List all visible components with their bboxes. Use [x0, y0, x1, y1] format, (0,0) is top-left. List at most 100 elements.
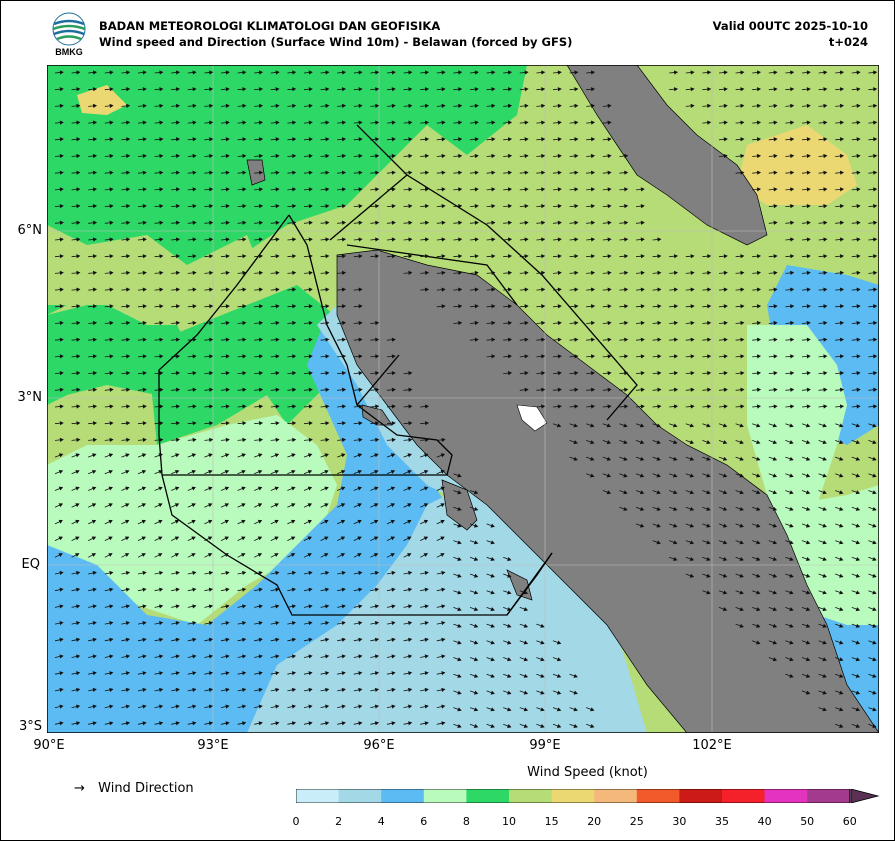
wind-arrow-head — [756, 423, 761, 428]
wind-arrow-head — [242, 604, 247, 609]
wind-arrow-head — [209, 220, 214, 225]
wind-arrow-head — [292, 254, 297, 259]
wind-arrow-head — [474, 220, 479, 225]
wind-arrow-head — [142, 421, 147, 426]
wind-arrow-head — [59, 404, 64, 409]
wind-arrow-head — [507, 304, 513, 309]
wind-arrow-head — [723, 387, 728, 392]
wind-arrow-head — [673, 506, 678, 511]
wind-arrow-head — [292, 70, 297, 75]
wind-arrow-head — [92, 254, 98, 259]
wind-arrow-head — [175, 153, 181, 159]
colorbar-title: Wind Speed (knot) — [527, 765, 648, 780]
wind-arrow-head — [258, 70, 264, 75]
wind-arrow-head — [408, 70, 413, 75]
wind-arrow-head — [257, 486, 263, 491]
wind-arrow-head — [723, 137, 728, 142]
wind-arrow-head — [458, 137, 463, 142]
wind-arrow-head — [291, 570, 297, 576]
wind-arrow-head — [607, 270, 612, 276]
wind-arrow-head — [507, 623, 512, 628]
wind-arrow-head — [590, 203, 596, 209]
wind-arrow-head — [458, 237, 463, 242]
wind-arrow-head — [76, 671, 81, 676]
wind-arrow-head — [872, 707, 877, 712]
wind-arrow-head — [358, 637, 363, 642]
wind-arrow-head — [823, 203, 828, 209]
wind-arrow-head — [690, 87, 695, 92]
wind-arrow-head — [92, 287, 98, 292]
wind-arrow-head — [175, 337, 181, 342]
wind-arrow-head — [308, 621, 313, 626]
wind-arrow-head — [308, 637, 313, 642]
wind-arrow-head — [325, 70, 330, 75]
wind-arrow-head — [241, 519, 246, 524]
lat-label-3s: 3°S — [18, 719, 42, 734]
wind-arrow-head — [225, 354, 230, 359]
malay-peninsula — [566, 65, 768, 246]
wind-arrow-head — [76, 637, 81, 642]
wind-arrow-head — [457, 673, 462, 678]
wind-arrow-head — [374, 687, 380, 692]
wind-arrow-head — [458, 287, 463, 292]
wind-arrow-head — [839, 304, 845, 309]
wind-arrow-head — [657, 370, 662, 376]
wind-arrow-head — [473, 623, 479, 628]
wind-arrow-head — [706, 506, 711, 511]
wind-arrow-head — [125, 721, 131, 726]
wind-arrow-head — [823, 270, 828, 276]
wind-arrow-head — [541, 87, 546, 92]
wind-arrow-head — [408, 637, 413, 642]
wind-arrow-head — [126, 103, 131, 109]
wind-arrow-head — [790, 254, 795, 259]
wind-arrow-head — [325, 220, 330, 225]
wind-arrow-head — [325, 721, 330, 726]
wind-arrow-head — [192, 570, 197, 576]
wind-arrow-head — [574, 103, 579, 109]
wind-arrow-head — [124, 536, 130, 541]
wind-arrow-head — [192, 704, 197, 709]
wind-arrow-head — [325, 120, 330, 125]
wind-arrow-head — [192, 687, 197, 692]
wind-arrow-head — [209, 120, 214, 125]
wind-arrow-head — [441, 637, 446, 642]
wind-arrow-head — [126, 421, 131, 426]
wind-arrow-head — [607, 404, 612, 409]
wind-arrow-head — [109, 87, 114, 92]
wind-arrow-head — [92, 203, 98, 209]
wind-arrow-head — [92, 453, 97, 458]
wind-arrow-head — [607, 153, 612, 159]
wind-arrow-head — [325, 570, 330, 576]
wind-arrow-head — [109, 437, 114, 443]
wind-arrow-head — [258, 220, 264, 225]
wind-arrow-head — [391, 153, 396, 159]
wind-arrow-head — [208, 721, 214, 726]
wind-arrow-head — [191, 470, 196, 474]
wind-arrow-head — [656, 540, 661, 545]
wind-arrow-head — [358, 337, 363, 342]
wind-arrow-head — [873, 304, 878, 309]
wind-arrow-head — [756, 187, 762, 192]
wind-arrow-head — [458, 120, 463, 125]
wind-arrow-head — [806, 103, 811, 109]
wind-arrow-head — [706, 573, 711, 578]
wind-arrow-head — [308, 137, 313, 142]
wind-arrow-head — [126, 354, 131, 359]
wind-arrow-head — [805, 473, 811, 478]
wind-arrow-head — [241, 453, 246, 458]
wind-arrow-head — [58, 519, 63, 524]
wind-arrow-head — [624, 354, 629, 359]
wind-arrow-head — [473, 506, 479, 511]
wind-arrow-head — [258, 587, 263, 592]
wind-arrow-head — [358, 587, 363, 592]
wind-arrow-head — [823, 404, 828, 409]
wind-arrow-head — [125, 486, 130, 491]
wind-arrow-head — [806, 287, 811, 292]
wind-arrow-head — [92, 103, 98, 109]
wind-arrow-head — [225, 437, 230, 443]
wind-arrow-head — [756, 153, 762, 159]
wind-arrow-head — [175, 421, 181, 426]
wind-arrow-head — [590, 287, 596, 292]
wind-arrow-head — [341, 437, 347, 443]
wind-arrow-head — [274, 536, 279, 541]
